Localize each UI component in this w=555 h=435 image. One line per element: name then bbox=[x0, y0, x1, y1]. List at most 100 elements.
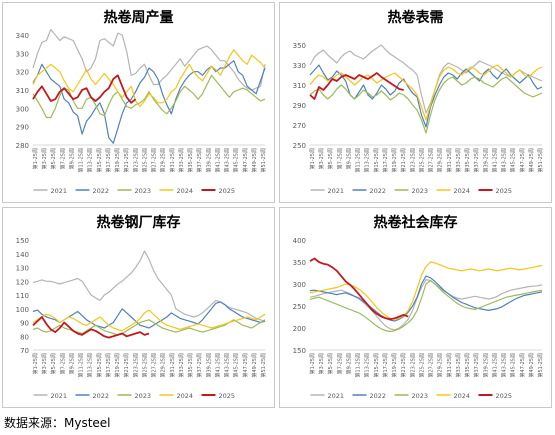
x-tick-label: 第21-25周 bbox=[400, 148, 407, 173]
series-line-2022 bbox=[309, 275, 543, 322]
series-line-2025 bbox=[32, 74, 137, 104]
y-tick-label: 250 bbox=[293, 142, 306, 150]
x-tick-label: 第17-25周 bbox=[382, 148, 389, 173]
x-tick-label: 第19-25周 bbox=[114, 353, 121, 378]
chart-social-inventory-svg: 热卷社会库存 150 200 250 300 350 400 第1-25周 第3-25周 第5-2… bbox=[293, 214, 544, 400]
x-tick-label: 第47-25周 bbox=[519, 148, 526, 173]
x-tick-label: 第43-25周 bbox=[501, 148, 508, 173]
x-tick-label: 第31-25周 bbox=[169, 148, 176, 173]
x-tick-label: 第45-25周 bbox=[233, 353, 240, 378]
x-tick-label: 第43-25周 bbox=[224, 353, 231, 378]
series-line-2024 bbox=[309, 261, 543, 320]
x-tick-label: 第3-25周 bbox=[41, 148, 48, 169]
y-tick-label: 290 bbox=[293, 102, 306, 110]
y-tick-label: 310 bbox=[293, 82, 306, 90]
y-tick-label: 350 bbox=[293, 42, 306, 50]
y-tick-label: 110 bbox=[16, 292, 29, 300]
y-tick-label: 350 bbox=[293, 259, 306, 267]
x-tick-label: 第17-25周 bbox=[382, 353, 389, 378]
y-tick-label: 200 bbox=[293, 325, 306, 333]
x-tick-label: 第37-25周 bbox=[473, 148, 480, 173]
x-tick-label: 第41-25周 bbox=[491, 148, 498, 173]
legend-label-2024: 2024 bbox=[454, 392, 471, 400]
x-tick-label: 第37-25周 bbox=[196, 353, 203, 378]
y-tick-label: 270 bbox=[293, 122, 306, 130]
series-line-2022 bbox=[32, 301, 266, 329]
x-tick-label: 第37-25周 bbox=[196, 148, 203, 173]
y-tick-label: 310 bbox=[16, 87, 29, 95]
x-tick-label: 第41-25周 bbox=[214, 148, 221, 173]
x-tick-label: 第29-25周 bbox=[437, 353, 444, 378]
x-tick-label: 第23-25周 bbox=[409, 148, 416, 173]
x-tick-label: 第39-25周 bbox=[205, 148, 212, 173]
x-tick-label: 第45-25周 bbox=[510, 148, 517, 173]
x-tick-label: 第11-25周 bbox=[78, 353, 85, 378]
series-line-2021 bbox=[309, 44, 543, 114]
y-tick-label: 140 bbox=[16, 251, 29, 259]
x-tick-label: 第23-25周 bbox=[132, 148, 139, 173]
x-tick-label: 第1-25周 bbox=[32, 148, 39, 169]
x-tick-label: 第13-25周 bbox=[364, 148, 371, 173]
x-tick-label: 第1-25周 bbox=[309, 353, 316, 374]
series-line-2025 bbox=[309, 257, 409, 321]
x-tick-label: 第19-25周 bbox=[391, 148, 398, 173]
y-tick-label: 100 bbox=[16, 306, 29, 314]
y-tick-label: 400 bbox=[293, 237, 306, 245]
series-line-2023 bbox=[309, 76, 543, 134]
legend-label-2022: 2022 bbox=[93, 392, 110, 400]
legend-label-2022: 2022 bbox=[93, 187, 110, 195]
series-line-2023 bbox=[309, 279, 543, 333]
legend-label-2024: 2024 bbox=[454, 187, 471, 195]
chart-mill-inventory-svg: 热卷钢厂库存 70 80 90 100 110 120 130 140 150 第1-25周 第3-2… bbox=[16, 214, 267, 400]
x-tick-label: 第39-25周 bbox=[205, 353, 212, 378]
chart-title: 热卷钢厂库存 bbox=[97, 214, 181, 231]
y-tick-label: 150 bbox=[293, 347, 306, 355]
x-tick-label: 第31-25周 bbox=[446, 148, 453, 173]
x-tick-label: 第47-25周 bbox=[242, 353, 249, 378]
x-tick-label: 第35-25周 bbox=[464, 353, 471, 378]
x-tick-label: 第11-25周 bbox=[78, 148, 85, 173]
x-tick-label: 第25-25周 bbox=[141, 148, 148, 173]
x-tick-label: 第51-25周 bbox=[260, 148, 267, 173]
x-tick-label: 第29-25周 bbox=[160, 353, 167, 378]
legend-label-2025: 2025 bbox=[496, 392, 513, 400]
x-tick-label: 第45-25周 bbox=[510, 353, 517, 378]
x-tick-label: 第5-25周 bbox=[50, 353, 57, 374]
legend-label-2022: 2022 bbox=[370, 187, 387, 195]
x-tick-label: 第33-25周 bbox=[178, 353, 185, 378]
chart-panel-apparent-demand: 热卷表需 250 270 290 310 330 350 第1-25周 第3-25周 第5-25周… bbox=[279, 2, 552, 203]
x-tick-label: 第23-25周 bbox=[132, 353, 139, 378]
x-tick-label: 第43-25周 bbox=[224, 148, 231, 173]
x-tick-label: 第51-25周 bbox=[537, 148, 544, 173]
x-tick-label: 第29-25周 bbox=[437, 148, 444, 173]
x-tick-label: 第49-25周 bbox=[528, 353, 535, 378]
x-tick-label: 第49-25周 bbox=[528, 148, 535, 173]
x-tick-label: 第21-25周 bbox=[400, 353, 407, 378]
x-tick-label: 第5-25周 bbox=[327, 353, 334, 374]
legend-label-2023: 2023 bbox=[135, 187, 152, 195]
x-tick-label: 第51-25周 bbox=[260, 353, 267, 378]
series-line-2022 bbox=[309, 64, 543, 128]
chart-title: 热卷社会库存 bbox=[374, 214, 458, 231]
legend-label-2022: 2022 bbox=[370, 392, 387, 400]
x-tick-label: 第13-25周 bbox=[87, 148, 94, 173]
x-tick-label: 第7-25周 bbox=[336, 148, 343, 169]
y-tick-label: 70 bbox=[20, 347, 29, 355]
x-tick-label: 第39-25周 bbox=[482, 353, 489, 378]
x-tick-label: 第3-25周 bbox=[318, 353, 325, 374]
x-tick-label: 第17-25周 bbox=[105, 353, 112, 378]
y-tick-label: 290 bbox=[16, 124, 29, 132]
y-tick-label: 150 bbox=[16, 237, 29, 245]
data-source-label: 数据来源：Mysteel bbox=[4, 416, 111, 430]
x-tick-label: 第19-25周 bbox=[114, 148, 121, 173]
x-tick-label: 第41-25周 bbox=[491, 353, 498, 378]
x-tick-label: 第25-25周 bbox=[141, 353, 148, 378]
x-tick-label: 第49-25周 bbox=[251, 148, 258, 173]
x-tick-label: 第9-25周 bbox=[345, 148, 352, 169]
series-line-2021 bbox=[32, 28, 266, 91]
y-tick-label: 250 bbox=[293, 303, 306, 311]
legend-label-2021: 2021 bbox=[328, 392, 345, 400]
x-tick-label: 第47-25周 bbox=[519, 353, 526, 378]
legend-label-2023: 2023 bbox=[135, 392, 152, 400]
